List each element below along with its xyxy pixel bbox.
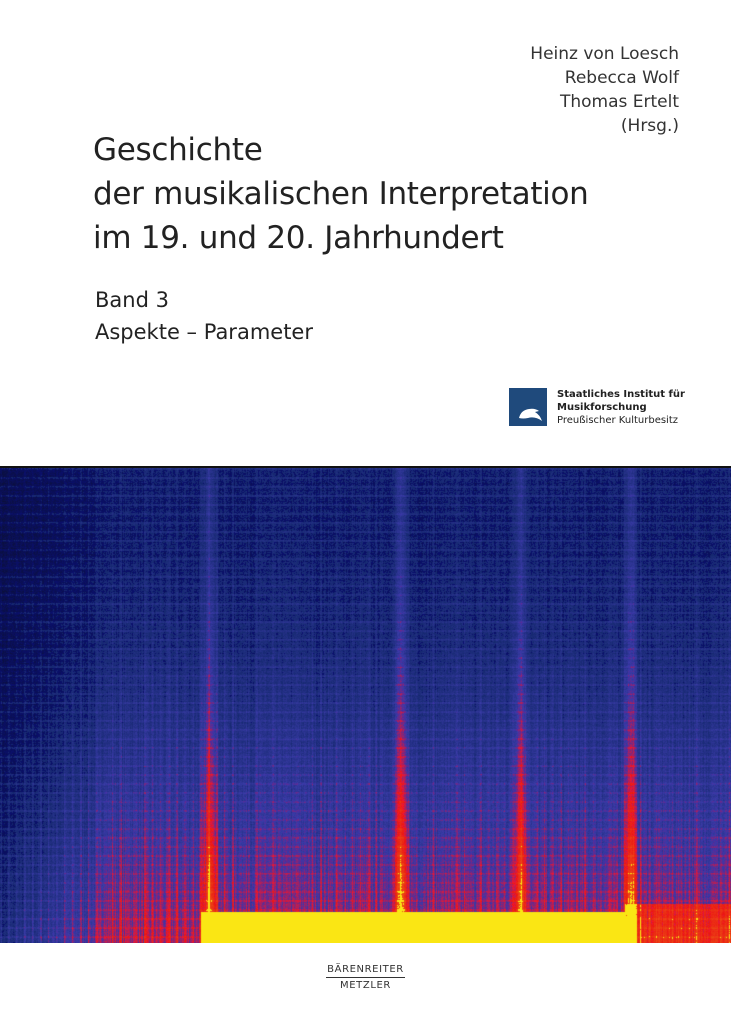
title-line: im 19. und 20. Jahrhundert: [93, 220, 504, 256]
editor-name: Rebecca Wolf: [564, 68, 679, 88]
editor-name: Heinz von Loesch: [530, 44, 679, 64]
publisher-name: BÄRENREITER: [326, 964, 405, 978]
title-line: der musikalischen Interpretation: [93, 176, 589, 212]
institute-foundation: Preußischer Kulturbesitz: [557, 415, 679, 426]
editor-label: (Hrsg.): [620, 116, 679, 136]
publisher-logo: BÄRENREITER METZLER: [0, 964, 731, 991]
institute-logo: Staatliches Institut für Musikforschung …: [509, 388, 685, 427]
editor-name: Thomas Ertelt: [559, 92, 679, 112]
book-title: Geschichte der musikalischen Interpretat…: [93, 128, 589, 260]
volume-number: Band 3: [95, 288, 169, 312]
publisher-name: METZLER: [340, 980, 391, 991]
title-line: Geschichte: [93, 132, 263, 168]
volume-info: Band 3 Aspekte – Parameter: [95, 284, 313, 348]
spectrogram-image: [0, 466, 731, 943]
institute-name: Staatliches Institut für: [557, 389, 685, 400]
subtitle: Aspekte – Parameter: [95, 320, 313, 344]
institute-name: Musikforschung: [557, 402, 647, 413]
editors: Heinz von Loesch Rebecca Wolf Thomas Ert…: [530, 42, 679, 138]
eagle-icon: [509, 388, 547, 426]
